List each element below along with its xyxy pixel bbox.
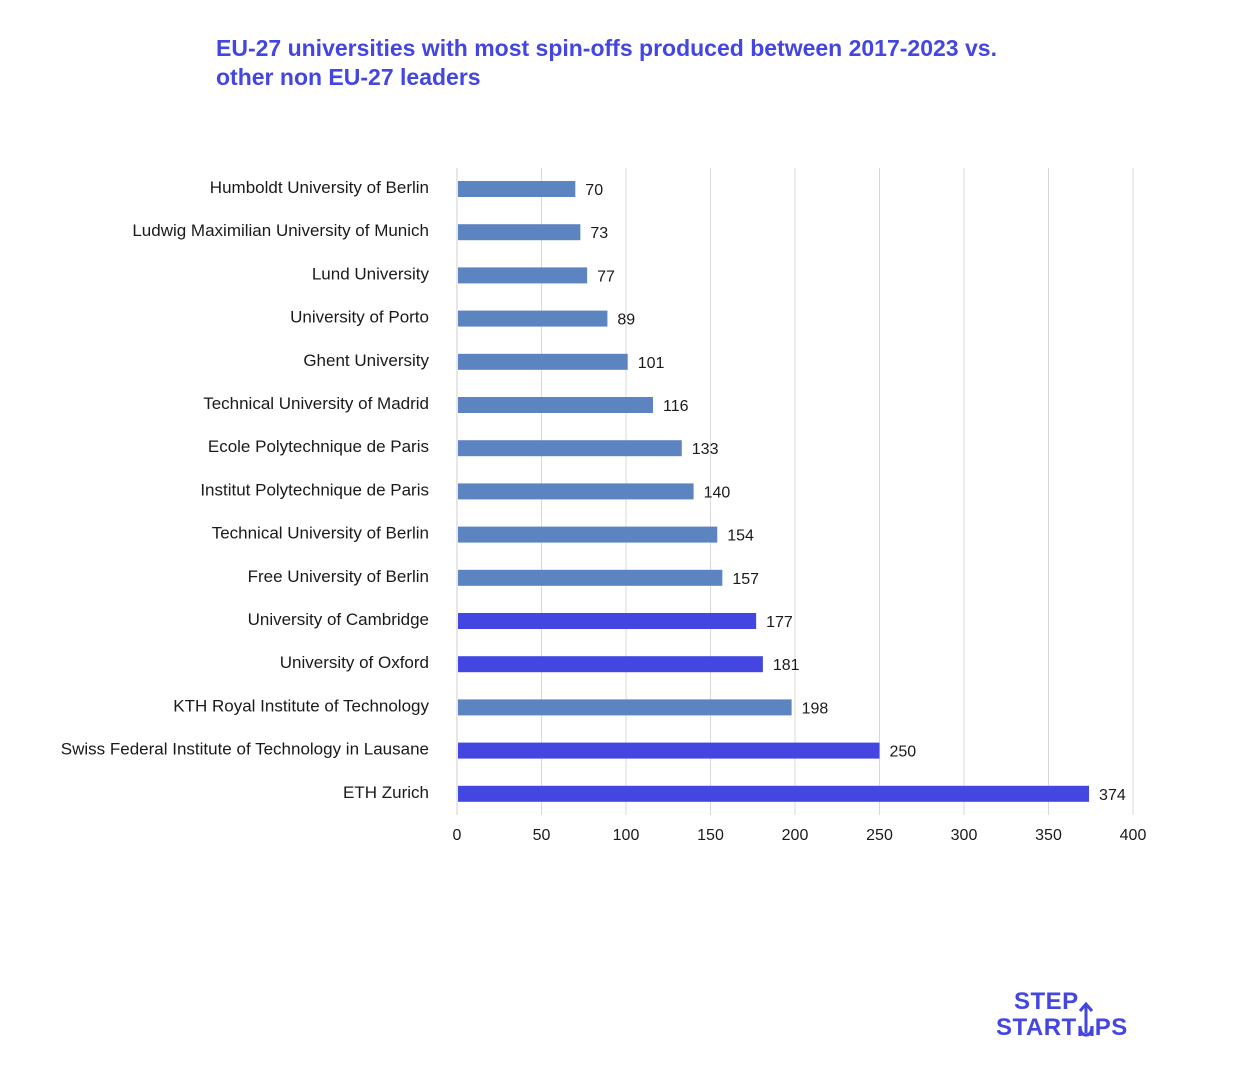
category-label: Ecole Polytechnique de Paris <box>208 437 429 456</box>
bar <box>458 310 608 327</box>
x-tick-label: 400 <box>1120 827 1147 844</box>
category-label: University of Porto <box>290 308 429 327</box>
bar <box>458 181 576 197</box>
value-label: 177 <box>766 614 793 631</box>
bar <box>458 699 792 716</box>
step-startups-logo: STEP START PS <box>994 990 1154 1042</box>
up-arrow-icon <box>1077 1002 1095 1040</box>
value-label: 116 <box>663 398 689 415</box>
value-label: 157 <box>732 571 759 588</box>
category-label: KTH Royal Institute of Technology <box>173 696 429 715</box>
category-label: Free University of Berlin <box>248 567 429 586</box>
bar <box>458 353 628 370</box>
value-label: 133 <box>692 441 719 458</box>
bar <box>458 569 723 586</box>
category-label: Technical University of Madrid <box>203 394 429 413</box>
value-label: 154 <box>727 528 754 545</box>
category-label: Technical University of Berlin <box>212 524 429 543</box>
category-label: Ludwig Maximilian University of Munich <box>132 221 429 240</box>
x-tick-label: 300 <box>951 827 978 844</box>
value-label: 101 <box>638 355 665 372</box>
category-label: Ghent University <box>303 351 429 370</box>
logo-text-step: STEP <box>1014 988 1079 1015</box>
x-tick-label: 200 <box>782 827 809 844</box>
bar <box>458 785 1090 802</box>
bars <box>458 181 1090 802</box>
category-label: Humboldt University of Berlin <box>210 178 429 197</box>
value-label: 198 <box>802 700 829 717</box>
value-label: 89 <box>617 312 635 329</box>
x-tick-label: 100 <box>613 827 640 844</box>
bar <box>458 483 694 500</box>
x-tick-label: 150 <box>697 827 724 844</box>
category-label: ETH Zurich <box>343 783 429 802</box>
value-label: 70 <box>585 182 603 199</box>
x-tick-label: 350 <box>1035 827 1062 844</box>
category-label: Institut Polytechnique de Paris <box>200 480 429 499</box>
bar <box>458 526 718 543</box>
x-tick-label: 0 <box>453 827 462 844</box>
value-label: 181 <box>773 657 800 674</box>
value-label: 73 <box>590 225 608 242</box>
logo-text-ps: PS <box>1094 1014 1128 1041</box>
bar <box>458 440 682 457</box>
category-label: University of Oxford <box>280 653 429 672</box>
value-label: 140 <box>704 484 731 501</box>
bar-chart: 0 50 100 150 200 250 300 350 400 Humboldt Univers… <box>61 168 1147 844</box>
bar <box>458 267 588 284</box>
category-label: Swiss Federal Institute of Technology in… <box>61 740 429 759</box>
x-tick-label: 250 <box>866 827 893 844</box>
value-label: 77 <box>597 268 615 285</box>
value-label: 250 <box>890 744 917 761</box>
category-label: Lund University <box>312 264 430 283</box>
labels: 0 50 100 150 200 250 300 350 400 Humboldt Univers… <box>61 178 1147 844</box>
bar <box>458 397 654 413</box>
bar <box>458 613 757 629</box>
x-tick-label: 50 <box>533 827 551 844</box>
value-label: 374 <box>1099 787 1126 804</box>
logo-text-startups: START PS <box>996 1002 1128 1041</box>
category-label: University of Cambridge <box>248 610 429 629</box>
chart-title: EU-27 universities with most spin-offs p… <box>216 35 997 90</box>
bar <box>458 224 581 241</box>
bar <box>458 742 880 759</box>
bar <box>458 656 763 673</box>
logo-text-start: START <box>996 1014 1077 1041</box>
